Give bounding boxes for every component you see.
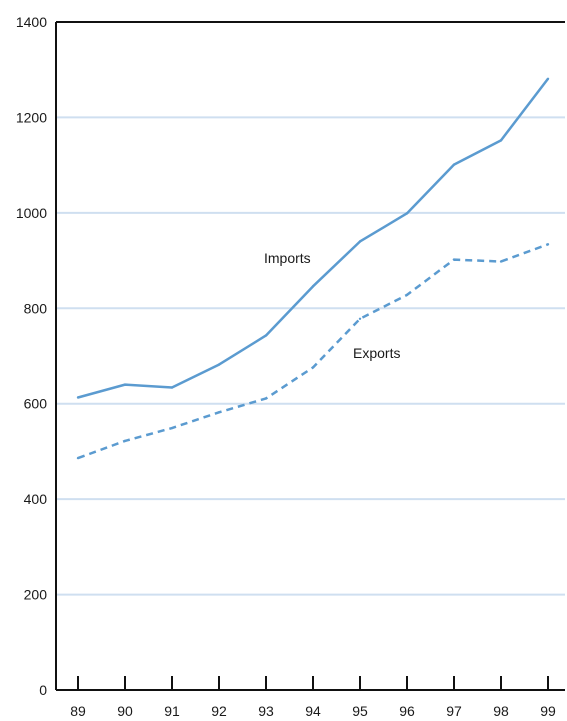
- data-point-exports: [499, 260, 503, 263]
- data-point-imports: [170, 386, 174, 389]
- axes: [55, 21, 565, 691]
- x-tick-label: 90: [117, 703, 133, 719]
- x-tick-label: 96: [399, 703, 415, 719]
- x-tick-labels: 89 90 91 92 93 94 95 96 97 98 99: [70, 703, 556, 719]
- data-point-imports: [311, 285, 315, 288]
- data-point-imports: [499, 139, 503, 142]
- y-tick-label: 0: [39, 682, 47, 698]
- data-point-exports: [123, 439, 127, 443]
- data-point-imports: [405, 212, 409, 215]
- data-point-exports: [76, 456, 80, 460]
- data-point-exports: [170, 426, 174, 430]
- x-tick-label: 98: [493, 703, 509, 719]
- y-tick-label: 400: [24, 491, 48, 507]
- y-tick-label: 600: [24, 396, 48, 412]
- x-tick-label: 95: [352, 703, 368, 719]
- x-tick-label: 89: [70, 703, 86, 719]
- data-point-exports: [311, 366, 315, 369]
- data-point-exports: [358, 317, 362, 320]
- data-point-imports: [217, 363, 221, 366]
- x-tick-label: 94: [305, 703, 321, 719]
- x-tick-label: 97: [446, 703, 462, 719]
- y-tick-label: 200: [24, 587, 48, 603]
- y-tick-label: 800: [24, 300, 48, 316]
- data-point-exports: [546, 243, 550, 246]
- data-point-imports: [452, 163, 456, 166]
- y-tick-labels: 0 200 400 600 800 1000 1200 1400: [16, 14, 47, 698]
- y-tick-label: 1400: [16, 14, 47, 30]
- data-point-exports: [264, 397, 268, 400]
- x-tick-label: 99: [540, 703, 556, 719]
- series-label-exports: Exports: [353, 345, 400, 361]
- series-label-imports: Imports: [264, 250, 311, 266]
- series-line-imports: [77, 78, 549, 399]
- data-point-exports: [217, 411, 221, 414]
- y-tick-label: 1000: [16, 205, 47, 221]
- series-line-exports: [77, 243, 549, 460]
- data-point-exports: [452, 258, 456, 261]
- data-point-imports: [123, 383, 127, 386]
- data-point-imports: [358, 240, 362, 243]
- y-tick-label: 1200: [16, 109, 47, 125]
- x-tick-label: 93: [258, 703, 274, 719]
- data-point-imports: [264, 334, 268, 337]
- data-point-imports: [76, 396, 80, 399]
- data-point-imports: [546, 77, 550, 80]
- x-tick-label: 91: [164, 703, 180, 719]
- series-lines: [76, 77, 550, 460]
- data-point-exports: [405, 293, 409, 297]
- x-tick-label: 92: [211, 703, 227, 719]
- grid-lines: [56, 116, 565, 596]
